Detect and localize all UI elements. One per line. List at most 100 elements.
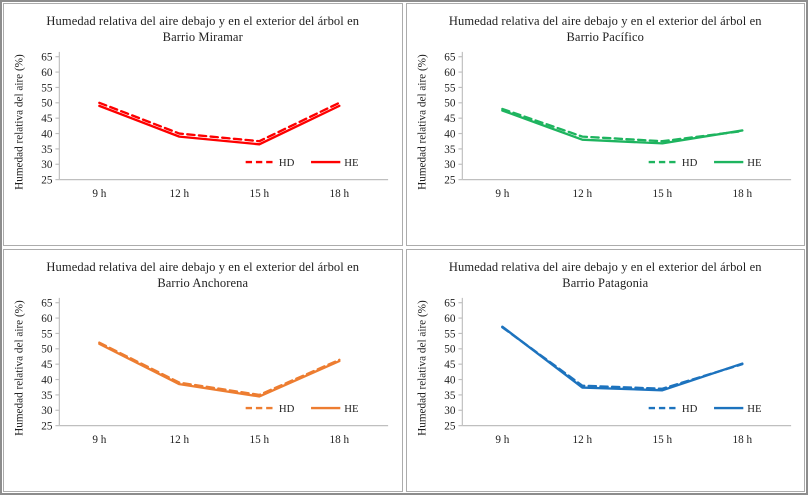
svg-text:18 h: 18 h xyxy=(732,434,752,446)
svg-text:35: 35 xyxy=(444,390,456,402)
legend-label-HE: HE xyxy=(344,157,359,169)
svg-text:60: 60 xyxy=(41,313,53,325)
y-axis-ticks xyxy=(457,56,462,181)
svg-text:25: 25 xyxy=(444,421,456,433)
svg-text:25: 25 xyxy=(444,175,456,187)
svg-text:15 h: 15 h xyxy=(250,188,270,200)
svg-text:45: 45 xyxy=(41,113,53,125)
series-HE xyxy=(98,104,341,146)
svg-text:30: 30 xyxy=(41,405,53,417)
svg-text:12 h: 12 h xyxy=(170,188,190,200)
legend-label-HD: HD xyxy=(279,157,295,169)
legend-label-HD: HD xyxy=(681,403,697,415)
y-axis-ticks xyxy=(55,302,60,427)
chart-panel-patagonia: Humedad relativa del aire debajo y en el… xyxy=(405,249,805,492)
y-axis-title: Humedad relativa del aire (%) xyxy=(416,54,428,190)
svg-text:40: 40 xyxy=(41,128,53,140)
chart-plot-anchorena: 25 30 35 40 45 50 55 60 65 Humedad relativa del a… xyxy=(13,297,389,446)
svg-text:40: 40 xyxy=(444,128,456,140)
svg-text:55: 55 xyxy=(444,82,456,94)
svg-text:60: 60 xyxy=(444,313,456,325)
svg-text:50: 50 xyxy=(41,344,53,356)
svg-text:60: 60 xyxy=(444,67,456,79)
svg-text:55: 55 xyxy=(41,82,53,94)
legend-label-HD: HD xyxy=(279,403,295,415)
series-HD xyxy=(98,341,341,397)
legend: HD HE xyxy=(648,157,761,169)
x-tick-labels: 9 h 12 h 15 h 18 h xyxy=(92,188,349,200)
legend: HD HE xyxy=(648,403,761,415)
svg-text:30: 30 xyxy=(41,159,53,171)
x-tick-labels: 9 h 12 h 15 h 18 h xyxy=(495,434,752,446)
svg-text:9 h: 9 h xyxy=(495,188,509,200)
svg-text:15 h: 15 h xyxy=(652,188,672,200)
series-HE xyxy=(98,342,341,398)
chart-title-line2: Barrio Pacífico xyxy=(566,30,644,44)
chart-title-line2: Barrio Patagonia xyxy=(562,276,649,290)
legend: HD HE xyxy=(245,403,359,415)
svg-text:35: 35 xyxy=(41,390,53,402)
y-axis-title: Humedad relativa del aire (%) xyxy=(13,300,25,436)
legend-label-HE: HE xyxy=(344,403,359,415)
chart-panel-anchorena: Humedad relativa del aire debajo y en el… xyxy=(3,249,403,492)
svg-text:12 h: 12 h xyxy=(170,434,190,446)
svg-text:35: 35 xyxy=(41,144,53,156)
svg-text:65: 65 xyxy=(41,52,53,64)
svg-text:25: 25 xyxy=(41,175,53,187)
chart-title: Humedad relativa del aire debajo y en el… xyxy=(407,4,805,45)
chart-title-line1: Humedad relativa del aire debajo y en el… xyxy=(448,260,762,274)
svg-text:18 h: 18 h xyxy=(732,188,752,200)
svg-text:18 h: 18 h xyxy=(330,188,350,200)
svg-text:45: 45 xyxy=(41,359,53,371)
chart-title: Humedad relativa del aire debajo y en el… xyxy=(407,250,805,291)
svg-text:9 h: 9 h xyxy=(92,188,106,200)
legend-label-HE: HE xyxy=(747,157,762,169)
svg-text:9 h: 9 h xyxy=(495,434,509,446)
series-HD xyxy=(500,107,744,143)
series-HD xyxy=(98,101,341,143)
svg-text:15 h: 15 h xyxy=(250,434,270,446)
svg-text:65: 65 xyxy=(444,52,456,64)
svg-text:50: 50 xyxy=(41,98,53,110)
y-tick-labels: 25 30 35 40 45 50 55 60 65 xyxy=(444,52,456,187)
chart-title: Humedad relativa del aire debajo y en el… xyxy=(4,4,402,45)
svg-text:45: 45 xyxy=(444,359,456,371)
svg-text:65: 65 xyxy=(41,298,53,310)
chart-panel-pacifico: Humedad relativa del aire debajo y en el… xyxy=(405,3,805,246)
x-tick-labels: 9 h 12 h 15 h 18 h xyxy=(495,188,752,200)
y-tick-labels: 25 30 35 40 45 50 55 60 65 xyxy=(444,298,456,433)
axes xyxy=(461,51,791,181)
y-tick-labels: 25 30 35 40 45 50 55 60 65 xyxy=(41,298,53,433)
axes xyxy=(58,297,389,427)
chart-title-line1: Humedad relativa del aire debajo y en el… xyxy=(46,260,360,274)
svg-text:45: 45 xyxy=(444,113,456,125)
chart-panel-miramar: Humedad relativa del aire debajo y en el… xyxy=(3,3,403,246)
y-axis-ticks xyxy=(55,56,60,181)
chart-plot-patagonia: 25 30 35 40 45 50 55 60 65 Humedad relativa del a… xyxy=(416,298,791,446)
chart-title-line2: Barrio Miramar xyxy=(162,30,243,44)
y-tick-labels: 25 30 35 40 45 50 55 60 65 xyxy=(41,52,53,187)
svg-text:12 h: 12 h xyxy=(572,188,592,200)
x-tick-labels: 9 h 12 h 15 h 18 h xyxy=(92,434,349,446)
svg-text:50: 50 xyxy=(444,98,456,110)
svg-text:12 h: 12 h xyxy=(572,434,592,446)
svg-text:18 h: 18 h xyxy=(330,434,350,446)
series-HE xyxy=(500,325,744,392)
svg-text:40: 40 xyxy=(41,374,53,386)
svg-text:50: 50 xyxy=(444,344,456,356)
chart-plot-pacifico: 25 30 35 40 45 50 55 60 65 Humedad relativa del a… xyxy=(416,51,791,200)
legend-label-HE: HE xyxy=(747,403,762,415)
svg-text:55: 55 xyxy=(444,328,456,340)
svg-text:25: 25 xyxy=(41,421,53,433)
svg-text:35: 35 xyxy=(444,144,456,156)
svg-text:55: 55 xyxy=(41,328,53,340)
chart-title-line1: Humedad relativa del aire debajo y en el… xyxy=(448,14,762,28)
legend-label-HD: HD xyxy=(681,157,697,169)
chart-title: Humedad relativa del aire debajo y en el… xyxy=(4,250,402,291)
y-axis-title: Humedad relativa del aire (%) xyxy=(416,300,428,436)
y-axis-ticks xyxy=(457,302,462,427)
svg-text:60: 60 xyxy=(41,67,53,79)
legend: HD HE xyxy=(245,157,359,169)
svg-text:9 h: 9 h xyxy=(92,434,106,446)
